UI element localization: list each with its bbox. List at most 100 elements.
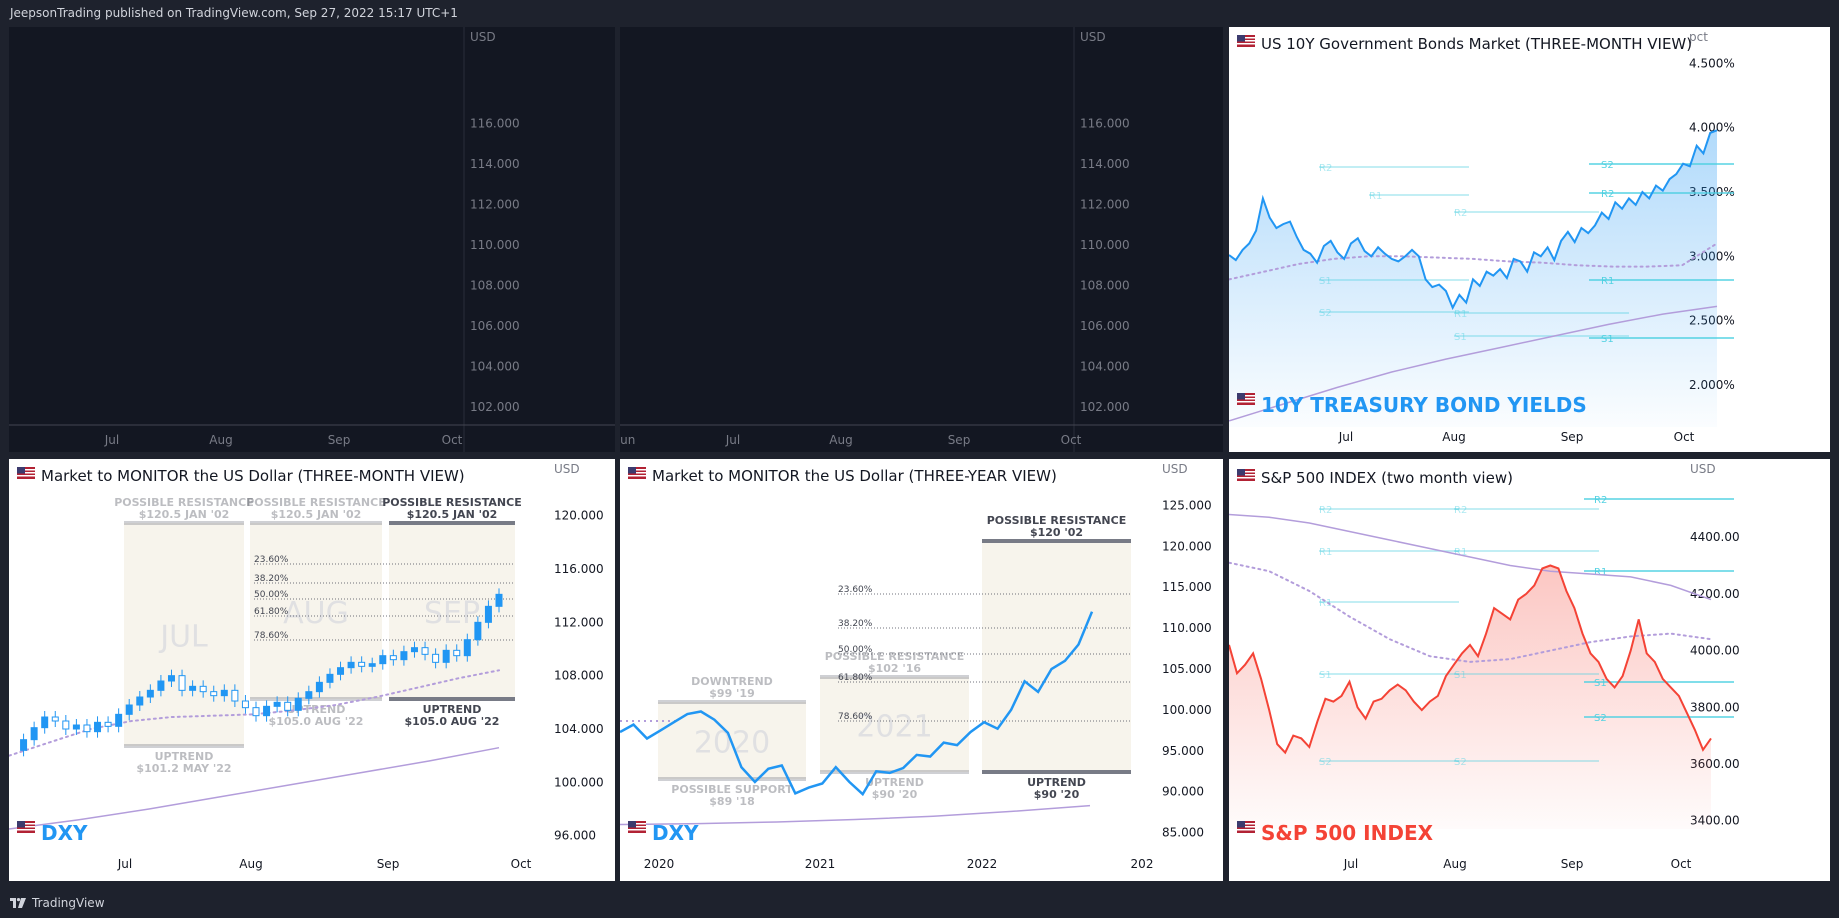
y-tick-label: 100.000: [554, 775, 604, 789]
panel-title: Market to MONITOR the US Dollar (THREE-Y…: [628, 467, 1057, 485]
y-tick-label: 106.000: [470, 319, 520, 333]
x-tick-label: Sep: [328, 433, 351, 447]
candle-body: [136, 696, 144, 706]
axis-unit-label: USD: [470, 30, 496, 44]
zone-bottom-value: $89 '18: [709, 795, 754, 808]
chart-canvas[interactable]: pct4.500%4.000%3.500%3.000%2.500%2.000%J…: [1229, 27, 1830, 452]
y-tick-label: 112.000: [470, 197, 520, 211]
y-tick-label: 115.000: [1162, 580, 1212, 594]
fib-label: 38.20%: [254, 574, 289, 584]
level-label: S1: [1319, 670, 1332, 681]
x-tick-label: Jul: [117, 857, 132, 871]
level-label: R2: [1454, 208, 1467, 219]
series-line: [1229, 129, 1718, 311]
fib-label: 23.60%: [838, 585, 873, 595]
footer-bar: TradingView: [0, 889, 1839, 917]
candle-body: [379, 655, 387, 665]
chart-panel-dxy-3y[interactable]: USD 125.000 120.000 115.000 110.000 105.000 10…: [620, 459, 1223, 881]
candle-body: [189, 685, 197, 691]
zone-top-value: $120.5 JAN '02: [271, 508, 362, 521]
chart-canvas[interactable]: USD 125.000 120.000 115.000 110.000 105.000 10…: [620, 459, 1223, 881]
y-tick-label: 105.000: [1162, 662, 1212, 676]
zone-month-watermark: SEP: [424, 596, 480, 631]
level-label: S1: [1454, 670, 1467, 681]
level-label: R1: [1319, 547, 1332, 558]
y-tick-label: 125.000: [1162, 498, 1212, 512]
candle-body: [263, 705, 271, 717]
candle-body: [252, 707, 260, 717]
x-tick-label: Sep: [1561, 430, 1584, 444]
us-flag-icon: [1237, 393, 1255, 413]
fib-label: 23.60%: [254, 555, 289, 565]
chart-panel-dxy-3m[interactable]: USD 120.000 116.000 112.000 108.000 104.000 10…: [9, 459, 615, 881]
ma-fast-line: [1229, 242, 1718, 281]
chart-canvas[interactable]: USD 120.000 116.000 112.000 108.000 104.000 10…: [9, 459, 615, 881]
zone-top-value: $120.5 JAN '02: [407, 508, 498, 521]
y-tick-label: 106.000: [1080, 319, 1130, 333]
level-label: S1: [1594, 678, 1607, 689]
y-tick-label: 108.000: [470, 278, 520, 292]
x-tick-label: Oct: [1671, 857, 1692, 871]
level-label: S2: [1319, 308, 1332, 319]
candle-body: [474, 621, 482, 641]
zone-bottom-value: $90 '20: [872, 788, 918, 801]
zone-bottom-label: UPTREND: [1027, 776, 1086, 789]
zone-month-watermark: JUL: [158, 620, 208, 655]
fib-label: 50.00%: [838, 645, 873, 655]
chart-panel-dxy-hidden-2[interactable]: USD 116.000 114.000 112.000 110.000 108.000 10…: [620, 27, 1223, 452]
fib-label: 78.60%: [254, 631, 289, 641]
axis-unit-label: USD: [1080, 30, 1106, 44]
x-tick-label: Aug: [1443, 857, 1466, 871]
level-label: R1: [1454, 547, 1467, 558]
level-label: S2: [1601, 160, 1614, 171]
series-line: [1229, 564, 1712, 755]
chart-panel-us10y[interactable]: pct4.500%4.000%3.500%3.000%2.500%2.000%J…: [1229, 27, 1830, 452]
y-tick-label: 112.000: [554, 615, 604, 629]
level-label: R2: [1319, 505, 1332, 516]
zone-month-watermark: 2021: [856, 710, 932, 745]
zone-bottom-label: UPTREND: [423, 703, 482, 716]
x-tick-label: Aug: [209, 433, 232, 447]
chart-canvas[interactable]: USD 116.000 114.000 112.000 110.000 108.000 10…: [620, 27, 1223, 452]
fib-label: 38.20%: [838, 619, 873, 629]
zone-box: [982, 541, 1131, 772]
us-flag-icon: [628, 467, 646, 482]
candle-body: [453, 649, 461, 657]
chart-panel-dxy-hidden-1[interactable]: USD 116.000 114.000 112.000 110.000 108.000 10…: [9, 27, 615, 452]
ma-fast-line: [9, 669, 500, 757]
y-tick-label: 4200.00: [1690, 587, 1740, 601]
y-tick-label: 110.000: [470, 238, 520, 252]
y-tick-label: 4400.00: [1690, 530, 1740, 544]
chart-canvas[interactable]: USD4400.004200.004000.003800.003600.0034…: [1229, 459, 1830, 881]
zone-bottom-label: UPTREND: [155, 750, 214, 763]
zone-box: [389, 523, 515, 699]
x-tick-label: 2020: [644, 857, 675, 871]
chart-panel-spx[interactable]: USD 4400.00 4200.00 4000.00 3800.00 3600.00 34…: [1229, 459, 1830, 881]
candle-body: [30, 727, 38, 741]
us-flag-icon: [1237, 469, 1255, 484]
candle-body: [410, 647, 418, 653]
candle-body: [210, 691, 218, 697]
x-tick-label: 2022: [967, 857, 998, 871]
candle-body: [51, 716, 59, 722]
us-flag-icon: [17, 821, 35, 841]
candle-body: [115, 713, 123, 727]
candle-body: [83, 724, 91, 733]
x-tick-label: Aug: [239, 857, 262, 871]
us-flag-icon: [1237, 35, 1255, 50]
candle-body: [125, 704, 133, 715]
ma-slow-line: [9, 746, 500, 830]
candle-body: [104, 721, 112, 727]
panel-title-text: US 10Y Government Bonds Market (THREE-MO…: [1261, 35, 1693, 53]
chart-canvas[interactable]: USD 116.000 114.000 112.000 110.000 108.000 10…: [9, 27, 615, 452]
y-tick-label: 96.000: [554, 829, 596, 843]
y-tick-label: 114.000: [1080, 157, 1130, 171]
zone-month-watermark: AUG: [283, 596, 349, 631]
y-tick-label: 102.000: [1080, 400, 1130, 414]
zone-top-label: POSSIBLE RESISTANCE: [987, 514, 1126, 527]
y-tick-label: 120.000: [1162, 539, 1212, 553]
x-tick-label: Oct: [1674, 430, 1695, 444]
level-label: R2: [1454, 505, 1467, 516]
candle-body: [20, 739, 28, 751]
zone-bottom-label: POSSIBLE SUPPORT: [671, 783, 793, 796]
